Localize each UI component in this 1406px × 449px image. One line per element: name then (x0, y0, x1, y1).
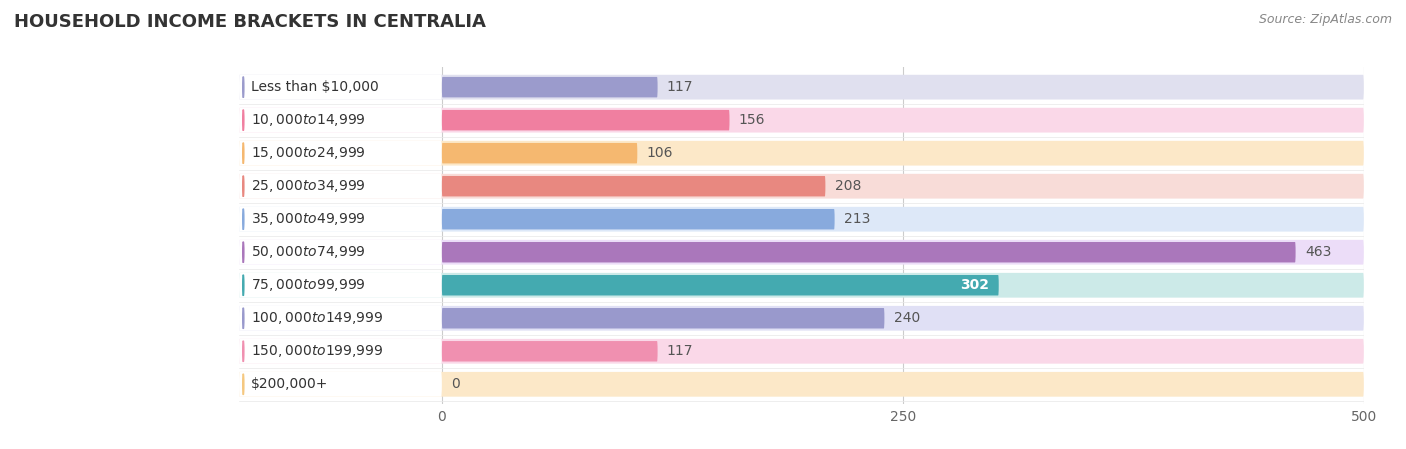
Text: 208: 208 (835, 179, 860, 193)
Text: $50,000 to $74,999: $50,000 to $74,999 (252, 244, 366, 260)
FancyBboxPatch shape (239, 240, 441, 264)
FancyBboxPatch shape (239, 207, 441, 232)
Text: 117: 117 (666, 344, 693, 358)
FancyBboxPatch shape (239, 207, 1364, 232)
FancyBboxPatch shape (441, 341, 658, 361)
Text: 213: 213 (844, 212, 870, 226)
FancyBboxPatch shape (441, 110, 730, 130)
FancyBboxPatch shape (441, 143, 637, 163)
Text: 240: 240 (894, 311, 920, 325)
Text: $35,000 to $49,999: $35,000 to $49,999 (252, 211, 366, 227)
Text: 106: 106 (647, 146, 673, 160)
Text: 117: 117 (666, 80, 693, 94)
FancyBboxPatch shape (441, 308, 884, 329)
Text: $200,000+: $200,000+ (252, 377, 329, 391)
FancyBboxPatch shape (239, 339, 441, 364)
FancyBboxPatch shape (441, 209, 835, 229)
Text: $25,000 to $34,999: $25,000 to $34,999 (252, 178, 366, 194)
FancyBboxPatch shape (239, 108, 1364, 132)
FancyBboxPatch shape (239, 174, 1364, 198)
FancyBboxPatch shape (441, 275, 998, 295)
Text: 156: 156 (738, 113, 765, 127)
FancyBboxPatch shape (239, 141, 1364, 166)
Text: Source: ZipAtlas.com: Source: ZipAtlas.com (1258, 13, 1392, 26)
Text: $10,000 to $14,999: $10,000 to $14,999 (252, 112, 366, 128)
FancyBboxPatch shape (441, 242, 1295, 263)
FancyBboxPatch shape (239, 240, 1364, 264)
Text: 0: 0 (451, 377, 460, 391)
FancyBboxPatch shape (239, 273, 1364, 298)
Text: $75,000 to $99,999: $75,000 to $99,999 (252, 277, 366, 293)
FancyBboxPatch shape (239, 75, 441, 100)
FancyBboxPatch shape (239, 372, 441, 396)
Text: $150,000 to $199,999: $150,000 to $199,999 (252, 343, 384, 359)
FancyBboxPatch shape (239, 108, 441, 132)
FancyBboxPatch shape (239, 75, 1364, 100)
Text: $15,000 to $24,999: $15,000 to $24,999 (252, 145, 366, 161)
FancyBboxPatch shape (239, 306, 441, 330)
Text: 302: 302 (960, 278, 990, 292)
Text: 463: 463 (1305, 245, 1331, 259)
FancyBboxPatch shape (441, 77, 658, 97)
Text: HOUSEHOLD INCOME BRACKETS IN CENTRALIA: HOUSEHOLD INCOME BRACKETS IN CENTRALIA (14, 13, 486, 31)
FancyBboxPatch shape (239, 141, 441, 166)
FancyBboxPatch shape (441, 176, 825, 197)
FancyBboxPatch shape (239, 339, 1364, 364)
FancyBboxPatch shape (239, 306, 1364, 330)
Text: $100,000 to $149,999: $100,000 to $149,999 (252, 310, 384, 326)
FancyBboxPatch shape (239, 174, 441, 198)
FancyBboxPatch shape (239, 273, 441, 298)
Text: Less than $10,000: Less than $10,000 (252, 80, 380, 94)
FancyBboxPatch shape (239, 372, 1364, 396)
